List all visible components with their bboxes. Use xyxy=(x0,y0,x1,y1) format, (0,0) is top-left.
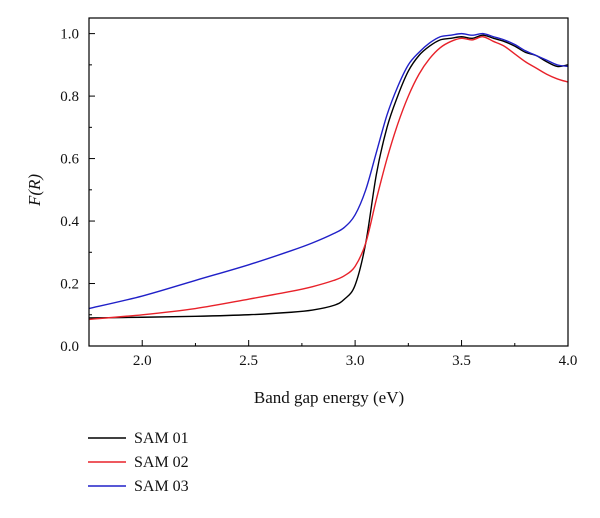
y-tick-label: 0.2 xyxy=(60,277,79,293)
series-line-sam-01 xyxy=(88,34,569,319)
plot-frame xyxy=(88,17,569,347)
legend-label: SAM 03 xyxy=(134,478,189,495)
x-tick-label: 3.0 xyxy=(346,353,365,369)
y-tick-label: 0.0 xyxy=(60,339,79,355)
y-tick-label: 0.8 xyxy=(60,89,79,105)
legend: SAM 01 SAM 02 SAM 03 xyxy=(88,430,189,495)
ticks: 2.0 2.5 3.0 3.5 4.0 0.0 0.2 0.4 0.6 0.8 1.0 xyxy=(60,27,577,369)
legend-label: SAM 01 xyxy=(134,430,189,447)
y-tick-label: 0.4 xyxy=(60,214,79,230)
x-tick-label: 4.0 xyxy=(559,353,578,369)
x-tick-label: 2.5 xyxy=(239,353,258,369)
series-line-sam-02 xyxy=(88,36,569,321)
x-axis-label: Band gap energy (eV) xyxy=(254,388,404,407)
x-tick-label: 2.0 xyxy=(133,353,152,369)
series-lines xyxy=(88,32,569,321)
legend-label: SAM 02 xyxy=(134,454,189,471)
y-axis-label: F(R) xyxy=(25,174,44,207)
y-tick-label: 0.6 xyxy=(60,152,79,168)
x-tick-label: 3.5 xyxy=(452,353,471,369)
y-tick-label: 1.0 xyxy=(60,27,79,43)
axes xyxy=(88,17,569,347)
series-line-sam-03 xyxy=(88,32,569,310)
